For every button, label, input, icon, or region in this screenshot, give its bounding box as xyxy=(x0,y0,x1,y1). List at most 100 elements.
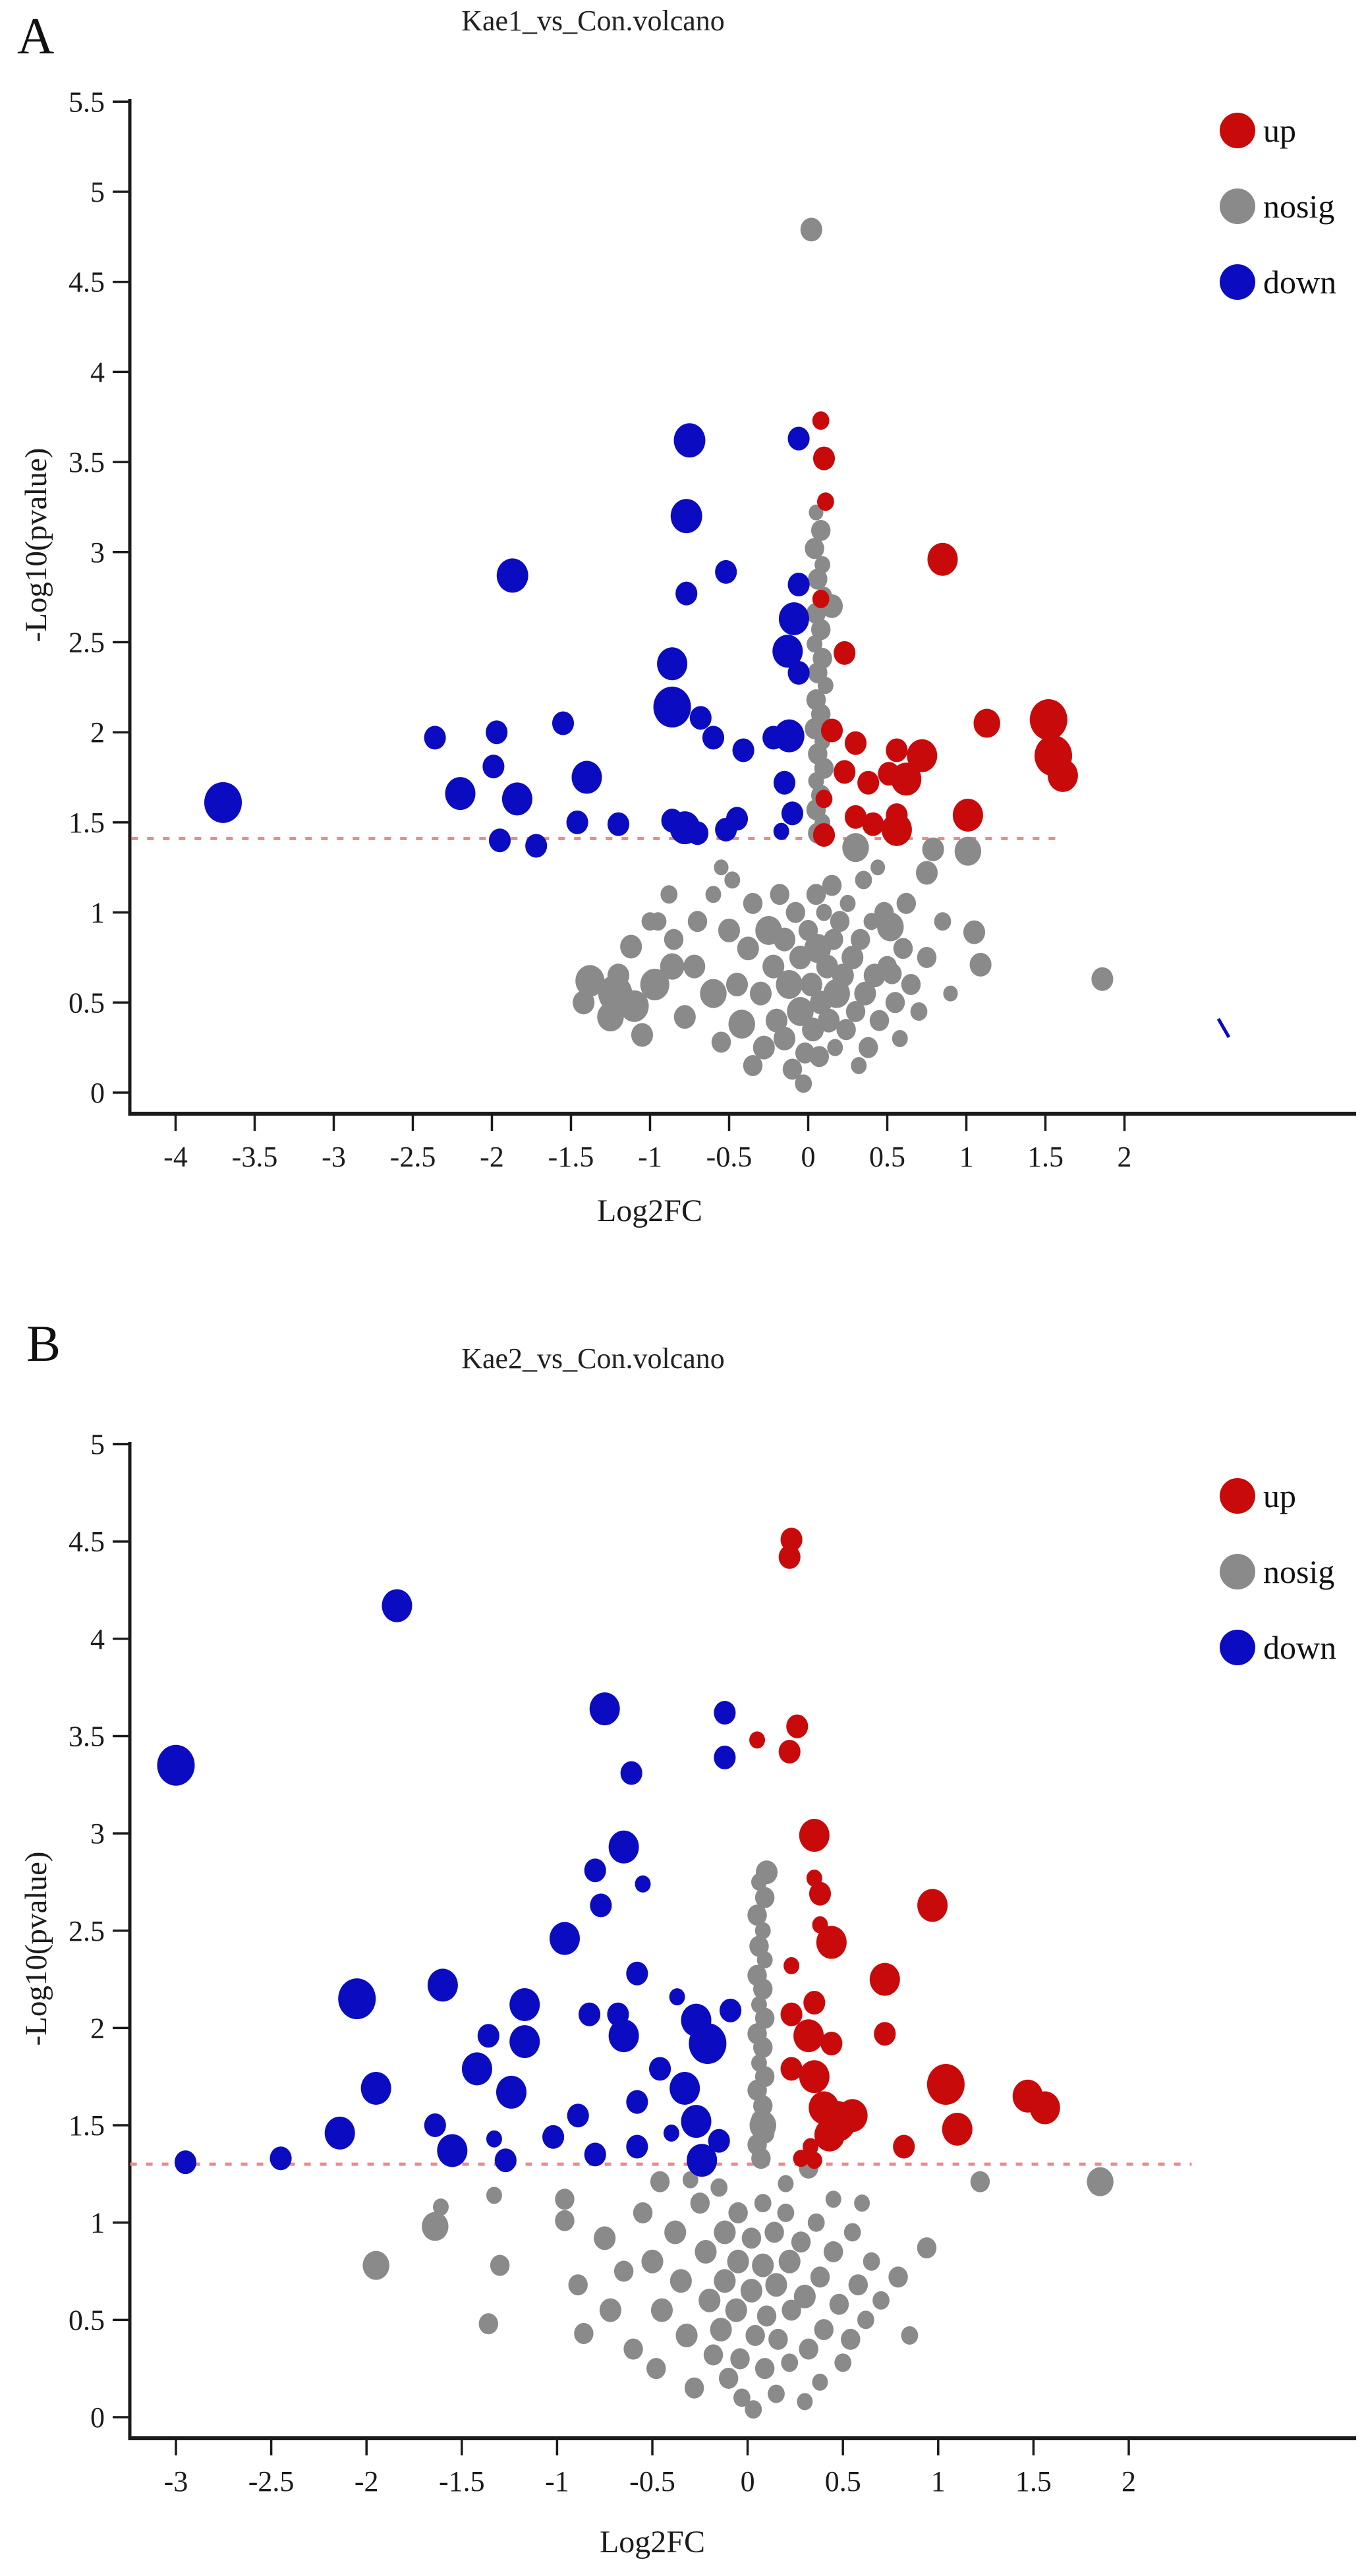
data-point xyxy=(204,782,242,823)
data-point xyxy=(773,927,796,952)
series-nosig-points xyxy=(362,1860,1114,2419)
data-point xyxy=(608,2019,639,2053)
data-point xyxy=(963,920,986,944)
svg-text:4.5: 4.5 xyxy=(69,1526,105,1558)
svg-text:5: 5 xyxy=(90,176,105,208)
data-point xyxy=(917,946,937,968)
data-point xyxy=(800,217,822,242)
data-point xyxy=(728,1010,755,1039)
data-point xyxy=(797,2393,813,2411)
data-point xyxy=(427,1968,458,2002)
data-point xyxy=(809,504,824,521)
data-point xyxy=(892,1029,908,1047)
data-point xyxy=(808,568,828,590)
data-point xyxy=(781,801,804,826)
svg-text:-1.5: -1.5 xyxy=(439,2465,485,2498)
data-point xyxy=(810,519,831,541)
data-point xyxy=(824,929,843,950)
data-point xyxy=(157,1744,195,1786)
data-point xyxy=(715,559,737,584)
data-point xyxy=(727,2249,749,2274)
data-point xyxy=(855,871,872,890)
data-point xyxy=(496,2075,526,2109)
data-point xyxy=(608,1830,639,1864)
data-point xyxy=(773,770,796,795)
data-point xyxy=(751,2148,771,2169)
panel-b-plot: -3 -2.5 -2 -1.5 -1 -0.5 0 0.5 1 1.5 2 0 0.5 1 1.5 2 2.5 3… xyxy=(69,1429,1356,2498)
data-point xyxy=(433,2198,449,2216)
data-point xyxy=(568,2274,588,2296)
data-point xyxy=(872,2291,890,2310)
data-point xyxy=(728,2202,748,2223)
data-point xyxy=(718,2367,739,2389)
data-point xyxy=(787,996,814,1026)
data-point xyxy=(584,2142,606,2167)
nosig-dot-icon xyxy=(1220,1553,1255,1589)
panel-b-legend: up nosig down xyxy=(1220,1458,1336,1685)
data-point xyxy=(832,963,854,988)
svg-text:2.5: 2.5 xyxy=(69,627,105,659)
up-dot-icon xyxy=(1220,112,1255,148)
data-point xyxy=(791,2231,811,2253)
data-point xyxy=(338,1978,376,2020)
data-point xyxy=(778,602,809,635)
svg-text:5.5: 5.5 xyxy=(69,86,105,118)
svg-text:0.5: 0.5 xyxy=(825,2465,861,2498)
data-point xyxy=(778,2249,801,2274)
data-point xyxy=(927,542,958,576)
data-point xyxy=(589,1692,620,1726)
data-point xyxy=(1091,967,1114,991)
data-point xyxy=(424,2113,446,2138)
data-point xyxy=(740,2279,762,2303)
data-point xyxy=(669,2071,700,2105)
data-point xyxy=(270,2146,292,2171)
data-point xyxy=(626,1961,648,1986)
data-point xyxy=(573,990,595,1015)
data-point xyxy=(754,2007,775,2029)
axes xyxy=(128,99,1356,1116)
data-point xyxy=(552,711,575,735)
data-point xyxy=(768,2328,788,2350)
data-point xyxy=(324,2116,355,2150)
data-point xyxy=(943,985,958,1002)
data-point xyxy=(756,2305,777,2327)
data-point xyxy=(893,2134,915,2159)
data-point xyxy=(764,2221,784,2243)
data-point xyxy=(695,2239,717,2264)
data-point xyxy=(682,2171,698,2189)
legend-item-up: up xyxy=(1220,1458,1336,1533)
data-point xyxy=(711,1031,731,1053)
data-point xyxy=(901,2326,919,2345)
data-point xyxy=(809,1046,830,1068)
data-point xyxy=(768,2384,785,2403)
data-point xyxy=(646,2358,666,2380)
data-point xyxy=(844,805,867,829)
data-point xyxy=(525,834,548,858)
data-point xyxy=(641,912,659,931)
stray-mark-artifact xyxy=(1216,1017,1231,1039)
data-point xyxy=(650,2171,670,2192)
data-point xyxy=(490,2254,510,2276)
data-point xyxy=(424,726,446,750)
legend-item-down: down xyxy=(1220,1609,1336,1685)
data-point xyxy=(907,739,938,772)
data-point xyxy=(684,2377,704,2399)
data-point xyxy=(820,2032,843,2056)
data-point xyxy=(725,807,749,831)
data-point xyxy=(836,1019,856,1041)
data-point xyxy=(810,619,831,641)
series-up-points xyxy=(812,411,1078,847)
data-point xyxy=(675,581,698,606)
data-point xyxy=(782,1058,803,1080)
data-point xyxy=(708,2129,730,2153)
svg-text:2: 2 xyxy=(90,2012,105,2044)
data-point xyxy=(478,2313,499,2335)
data-point xyxy=(857,770,880,795)
legend-label-up: up xyxy=(1263,111,1296,149)
data-point xyxy=(752,2253,774,2277)
panel-b-letter: B xyxy=(26,1315,61,1372)
data-point xyxy=(773,1026,796,1050)
data-point xyxy=(620,934,642,959)
data-point xyxy=(812,589,830,608)
